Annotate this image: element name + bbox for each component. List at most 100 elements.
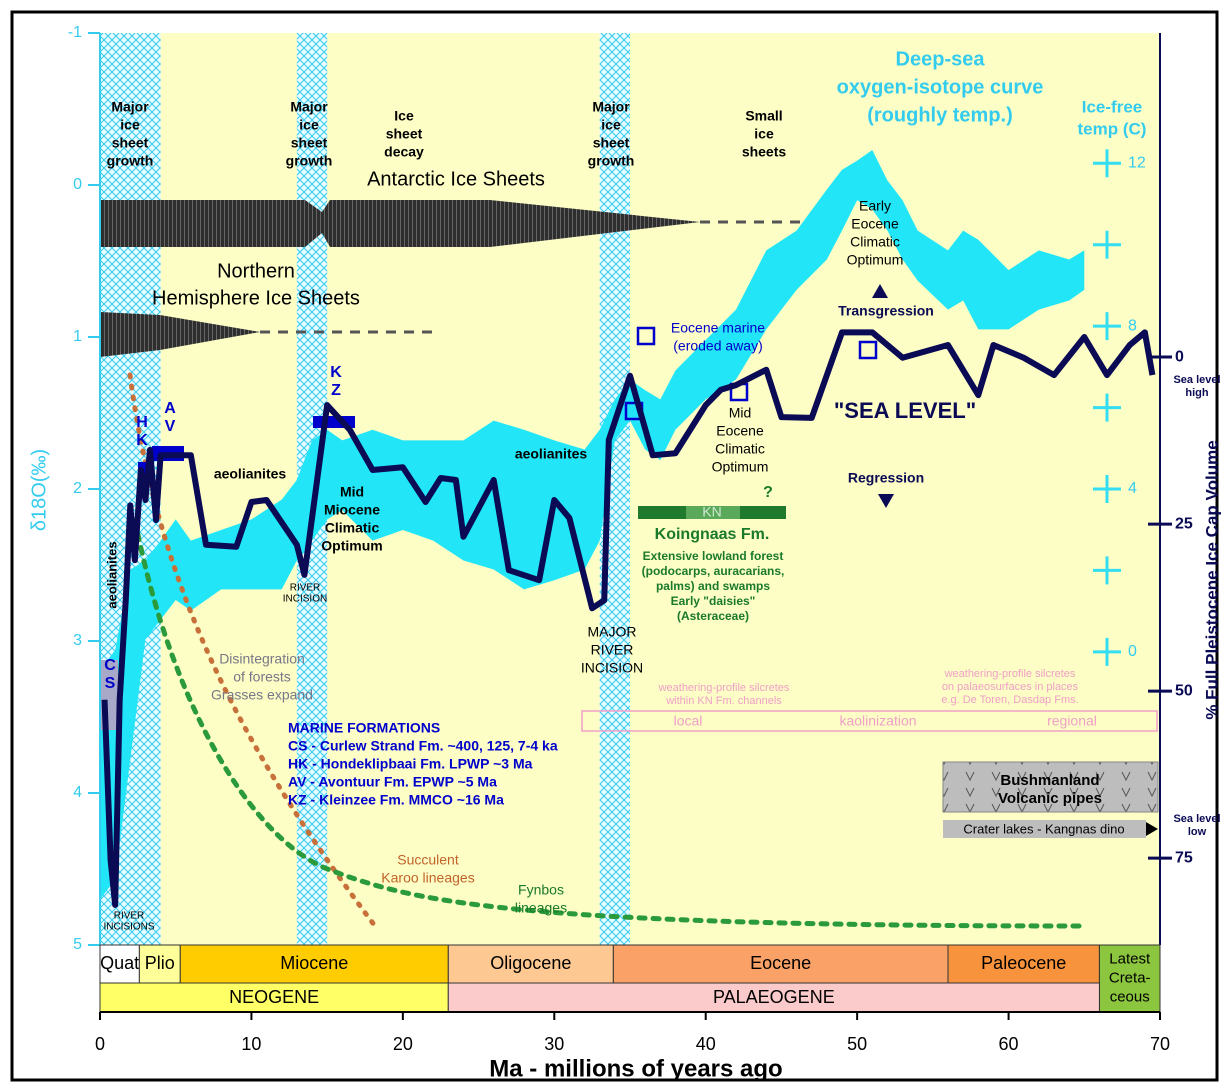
annotation: RIVER bbox=[290, 583, 321, 594]
epoch bbox=[99, 944, 140, 984]
temp-tick-label: 0 bbox=[1128, 643, 1137, 660]
period-label: PALAEOGENE bbox=[713, 987, 835, 1007]
annotation: Eocene bbox=[851, 216, 899, 232]
y2-tick-label: 50 bbox=[1175, 682, 1193, 699]
sea-level-line bbox=[101, 329, 1156, 908]
temp-tick-label: 12 bbox=[1128, 155, 1146, 172]
annotation: "SEA LEVEL" bbox=[834, 398, 976, 423]
temp-tick-label: 8 bbox=[1128, 317, 1137, 334]
annotation: Hemisphere Ice Sheets bbox=[152, 287, 360, 309]
annotation: AV - Avontuur Fm. EPWP ~5 Ma bbox=[288, 774, 497, 790]
nh-ice-sheet bbox=[100, 312, 260, 357]
annotation: Climatic bbox=[715, 441, 765, 457]
annotation: MARINE FORMATIONS bbox=[288, 720, 440, 736]
annotation: Early bbox=[859, 198, 891, 214]
annotation: weathering-profile silcretes bbox=[658, 682, 790, 694]
annotation: Koingnaas Fm. bbox=[655, 526, 770, 543]
y-tick-label: -1 bbox=[68, 24, 82, 41]
marine-square bbox=[636, 326, 656, 346]
annotation: Mid bbox=[340, 484, 364, 500]
annotation: Eocene marine bbox=[671, 320, 765, 336]
x-tick-label: 0 bbox=[95, 1034, 105, 1054]
annotation: sheet bbox=[291, 135, 328, 151]
annotation: Deep-sea bbox=[896, 48, 986, 70]
annotation: growth bbox=[107, 153, 154, 169]
annotation: Optimum bbox=[321, 538, 382, 554]
annotation: V bbox=[165, 418, 176, 435]
annotation: local bbox=[674, 713, 703, 729]
annotation: Major bbox=[592, 99, 630, 115]
x-tick-label: 50 bbox=[847, 1034, 867, 1054]
temp-tick-label: 4 bbox=[1128, 480, 1137, 497]
annotation: K bbox=[330, 364, 342, 381]
annotation: palms) and swamps bbox=[656, 579, 770, 593]
annotation: within KN Fm. channels bbox=[665, 695, 782, 707]
annotation: INCISIONS bbox=[103, 922, 154, 933]
annotation: temp (C) bbox=[1078, 119, 1147, 138]
y2-tick-label: 75 bbox=[1175, 849, 1193, 866]
annotation: S bbox=[105, 675, 116, 692]
annotation: A bbox=[164, 400, 176, 417]
annotation: Early "daisies" bbox=[671, 594, 756, 608]
kaolinization-box bbox=[581, 710, 1158, 732]
x-tick-label: 40 bbox=[696, 1034, 716, 1054]
annotation: Crater lakes - Kangnas dino bbox=[963, 821, 1124, 836]
annotation: Eocene bbox=[716, 423, 764, 439]
annotation: low bbox=[1188, 826, 1207, 838]
annotation: Karoo lineages bbox=[381, 870, 474, 886]
annotation: sheet bbox=[112, 135, 149, 151]
y-axis-title: δ18O(‰) bbox=[28, 449, 50, 531]
x-tick-label: 60 bbox=[999, 1034, 1019, 1054]
annotation: ice bbox=[601, 117, 621, 133]
annotation: H bbox=[136, 414, 148, 431]
y2-tick-label: 25 bbox=[1175, 515, 1193, 532]
annotation: K bbox=[136, 432, 148, 449]
x-axis-title: Ma - millions of years ago bbox=[489, 1055, 782, 1082]
antarctic-ice-sheet bbox=[330, 200, 700, 247]
annotation: e.g. De Toren, Dasdap Fms. bbox=[941, 694, 1078, 706]
y2-tick-label: 0 bbox=[1175, 348, 1184, 365]
epoch-label: Plio bbox=[145, 953, 175, 973]
annotation: Optimum bbox=[712, 459, 769, 475]
annotation: (Asteraceae) bbox=[677, 609, 749, 623]
annotation: Fynbos bbox=[518, 882, 564, 898]
marine-square bbox=[858, 340, 878, 360]
annotation: Volcanic pipes bbox=[998, 790, 1102, 807]
epoch bbox=[1098, 944, 1161, 1013]
annotation: growth bbox=[286, 153, 333, 169]
x-tick-label: 30 bbox=[544, 1034, 564, 1054]
annotation: Bushmanland bbox=[1000, 772, 1099, 789]
annotation: Climatic bbox=[325, 520, 380, 536]
x-tick-label: 20 bbox=[393, 1034, 413, 1054]
annotation: Climatic bbox=[850, 234, 900, 250]
annotation: decay bbox=[384, 144, 424, 160]
annotation: ice bbox=[120, 117, 140, 133]
period-label: NEOGENE bbox=[229, 987, 319, 1007]
annotation: (podocarps, auracarians, bbox=[642, 564, 785, 578]
annotation: Miocene bbox=[324, 502, 380, 518]
annotation: Grasses expand bbox=[211, 687, 313, 703]
y-tick-label: 4 bbox=[73, 784, 82, 801]
annotation: (eroded away) bbox=[673, 338, 763, 354]
annotation: ice bbox=[754, 126, 774, 142]
annotation: Succulent bbox=[397, 852, 459, 868]
annotation: INCISION bbox=[283, 594, 327, 605]
annotation: Transgression bbox=[838, 303, 934, 319]
annotation: Mid bbox=[729, 405, 752, 421]
annotation: C bbox=[104, 657, 116, 674]
annotation: Optimum bbox=[847, 252, 904, 268]
annotation: regional bbox=[1047, 713, 1097, 729]
annotation: KN bbox=[702, 504, 721, 520]
annotation: MAJOR bbox=[588, 624, 637, 640]
y2-axis-title: % Full Pleistocene Ice Cap Volume bbox=[1202, 440, 1221, 719]
epoch-label: ceous bbox=[1110, 988, 1150, 1005]
annotation: ? bbox=[763, 484, 773, 501]
annotation: weathering-profile silcretes bbox=[944, 668, 1076, 680]
annotation: KZ - Kleinzee Fm. MMCO ~16 Ma bbox=[288, 792, 504, 808]
annotation: kaolinization bbox=[839, 713, 916, 729]
period bbox=[99, 982, 449, 1013]
annotation: sheets bbox=[742, 144, 787, 160]
isotope-layer bbox=[100, 150, 1085, 900]
annotation: lineages bbox=[515, 900, 567, 916]
